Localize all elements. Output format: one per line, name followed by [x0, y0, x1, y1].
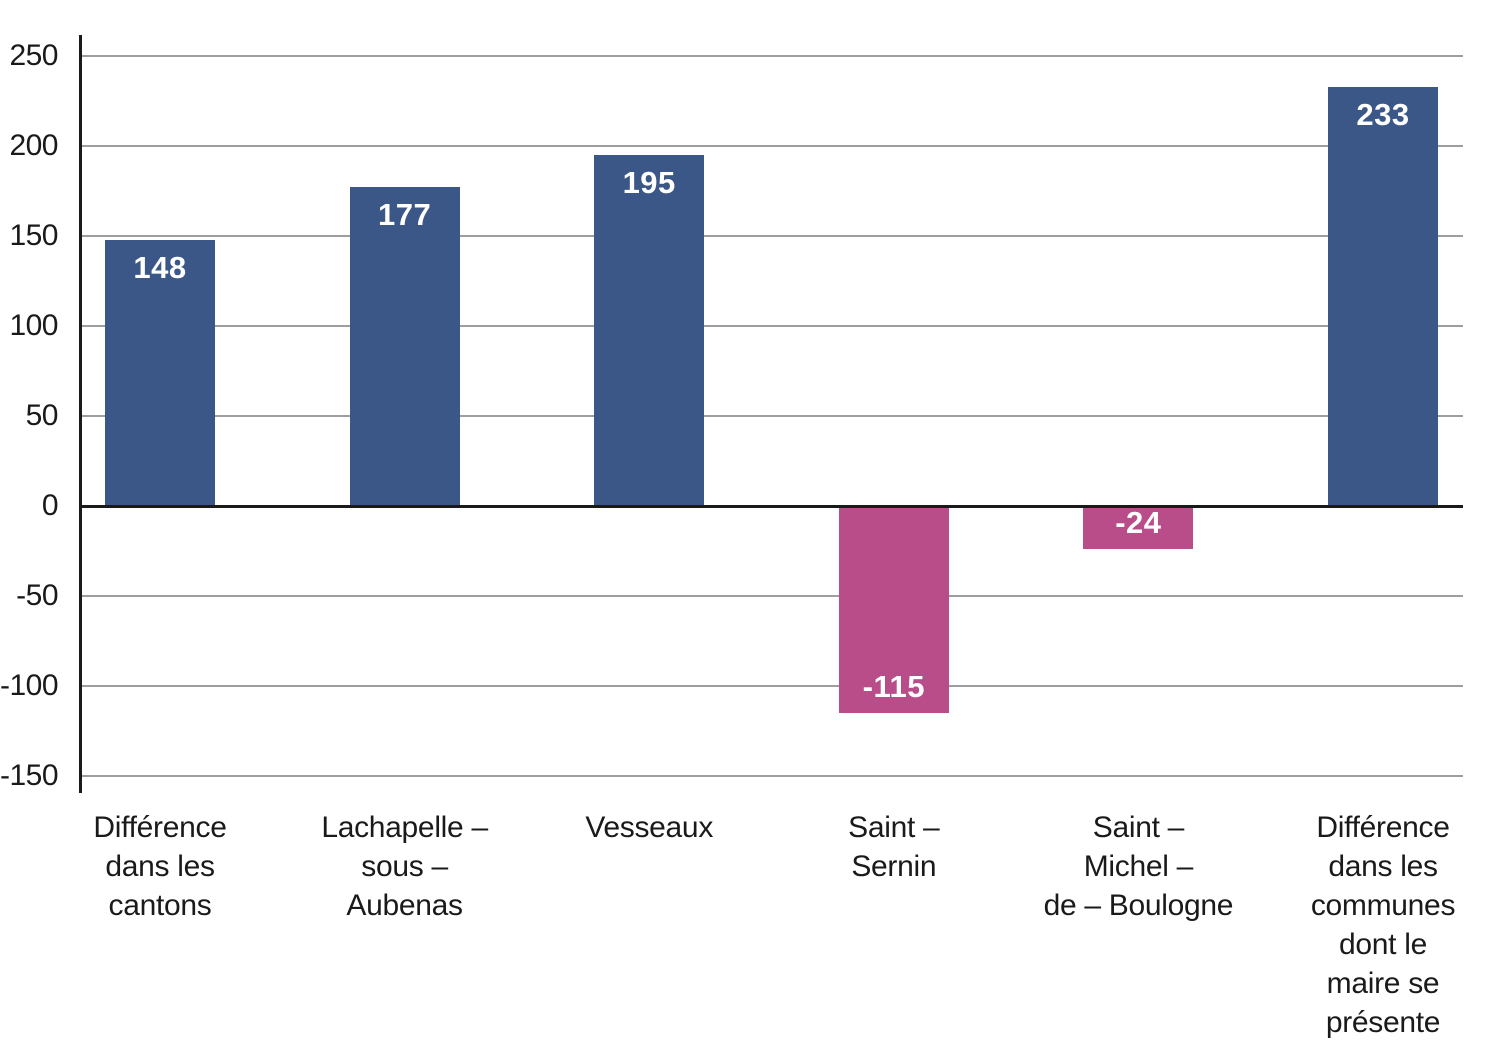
- bar: 177: [349, 187, 460, 506]
- bar-value-label: -115: [862, 669, 925, 704]
- bar: -24: [1083, 505, 1194, 550]
- zero-axis-line: [80, 505, 1463, 508]
- gridline: [80, 595, 1463, 597]
- bar: -115: [838, 506, 949, 713]
- y-tick-label: 200: [9, 129, 58, 162]
- x-axis-category-label: Différence dans les communes dont le mai…: [1310, 811, 1456, 1039]
- y-tick-label: -150: [0, 759, 59, 792]
- x-axis-category-label: Différence dans les cantons: [93, 811, 227, 922]
- bar-value-label: 195: [622, 165, 676, 200]
- y-tick-label: 150: [9, 219, 58, 252]
- bar: 148: [105, 239, 215, 506]
- gridline: [80, 145, 1463, 147]
- gridline: [80, 325, 1463, 327]
- y-tick-label: 0: [41, 489, 59, 522]
- bar-value-label: 233: [1356, 96, 1410, 132]
- x-axis-category-label: Lachapelle – sous – Aubenas: [321, 811, 488, 922]
- y-tick-label: -100: [0, 669, 59, 702]
- bar: 233: [1328, 86, 1438, 506]
- bar-value-label: 177: [377, 197, 432, 233]
- gridline: [80, 775, 1463, 777]
- gridline: [80, 55, 1463, 57]
- x-axis-category-label: Saint – Michel – de – Boulogne: [1043, 811, 1234, 922]
- y-axis-line: [79, 35, 82, 793]
- gridline: [80, 235, 1463, 237]
- y-tick-label: 100: [9, 309, 58, 342]
- bar: 195: [594, 155, 705, 506]
- y-tick-label: -50: [16, 579, 58, 612]
- gridline: [80, 685, 1463, 687]
- x-axis-category-label: Saint – Sernin: [848, 811, 940, 883]
- gridline: [80, 415, 1463, 417]
- y-tick-label: 250: [9, 39, 58, 72]
- x-axis-category-label: Vesseaux: [585, 811, 714, 844]
- bar-value-label: -24: [1115, 505, 1162, 541]
- y-tick-label: 50: [25, 399, 59, 432]
- bar-value-label: 148: [133, 249, 187, 285]
